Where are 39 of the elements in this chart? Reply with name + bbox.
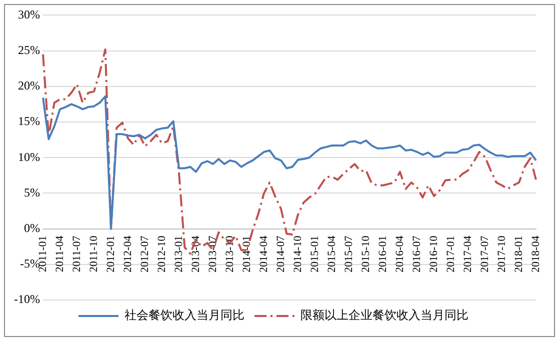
x-tick-label: 2012-10 <box>156 235 168 272</box>
y-tick-label: 25% <box>18 42 40 57</box>
x-tick-label: 2018-04 <box>530 235 542 272</box>
x-tick-label: 2013-07 <box>206 235 219 272</box>
x-tick-label: 2011-07 <box>70 235 83 272</box>
x-tick-label: 2012-04 <box>122 235 134 272</box>
y-tick-label: -5% <box>20 256 40 271</box>
y-tick-label: 30% <box>18 7 40 22</box>
y-tick-label: 5% <box>24 185 40 200</box>
x-tick-label: 2016-04 <box>394 235 406 272</box>
x-tick-label: 2012-07 <box>138 235 151 272</box>
x-tick-label: 2015-10 <box>360 235 372 272</box>
y-tick-label: 10% <box>18 150 40 164</box>
y-tick-label: 20% <box>18 78 40 93</box>
x-tick-label: 2016-10 <box>428 235 440 272</box>
x-tick-label: 2017-07 <box>478 235 491 272</box>
x-tick-label: 2014-01 <box>240 236 253 272</box>
x-tick-label: 2015-07 <box>342 235 355 272</box>
x-tick-label: 2018-01 <box>512 236 525 272</box>
x-tick-label: 2014-04 <box>258 235 270 272</box>
x-tick-label: 2016-01 <box>376 236 389 272</box>
x-tick-label: 2017-04 <box>462 235 474 272</box>
x-tick-label: 2015-01 <box>308 236 321 272</box>
x-tick-label: 2014-10 <box>292 235 304 272</box>
x-tick-label: 2017-01 <box>444 236 457 272</box>
legend-label: 限额以上企业餐饮收入当月同比 <box>300 308 468 322</box>
x-tick-label: 2016-07 <box>410 235 423 272</box>
legend-label: 社会餐饮收入当月同比 <box>124 308 244 322</box>
x-tick-label: 2017-10 <box>496 235 508 272</box>
x-tick-label: 2012-01 <box>104 236 117 272</box>
y-tick-label: 15% <box>18 114 40 128</box>
x-tick-label: 2013-10 <box>224 235 236 272</box>
x-tick-label: 2011-10 <box>88 235 100 272</box>
x-tick-label: 2014-07 <box>274 235 287 272</box>
x-tick-label: 2015-04 <box>326 235 338 272</box>
x-tick-label: 2011-04 <box>54 235 66 272</box>
y-tick-label: -10% <box>14 292 40 306</box>
x-tick-label: 2013-01 <box>172 236 185 272</box>
y-tick-label: 0% <box>24 220 40 235</box>
